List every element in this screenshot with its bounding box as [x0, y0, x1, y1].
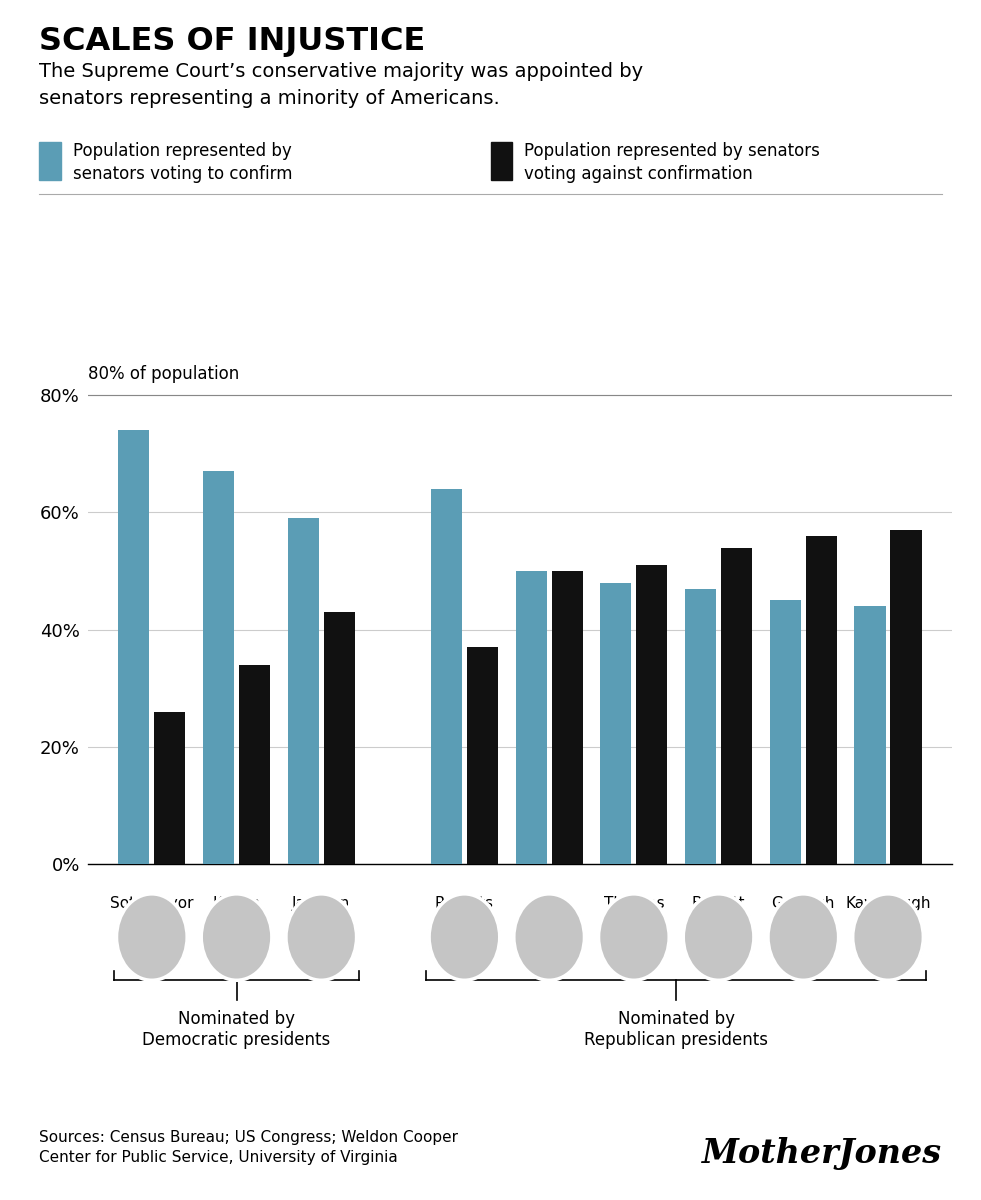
Text: Thomas: Thomas	[603, 896, 664, 911]
Text: 80% of population: 80% of population	[88, 366, 239, 384]
Bar	[685, 588, 716, 864]
Text: Jackson: Jackson	[292, 896, 350, 911]
Bar	[551, 571, 583, 864]
Text: Alito: Alito	[532, 896, 566, 911]
Bar	[431, 488, 462, 864]
Text: Nominated by
Democratic presidents: Nominated by Democratic presidents	[142, 1010, 331, 1049]
Bar	[721, 547, 752, 864]
Bar	[239, 665, 270, 864]
Text: Sources: Census Bureau; US Congress; Weldon Cooper
Center for Public Service, Un: Sources: Census Bureau; US Congress; Wel…	[39, 1130, 458, 1165]
Bar	[770, 600, 800, 864]
Bar	[637, 565, 667, 864]
Text: Kavanaugh: Kavanaugh	[846, 896, 931, 911]
Bar	[467, 647, 498, 864]
Text: Population represented by senators
voting against confirmation: Population represented by senators votin…	[524, 142, 820, 184]
Bar	[287, 518, 319, 864]
Text: Population represented by
senators voting to confirm: Population represented by senators votin…	[73, 142, 292, 184]
Bar	[324, 612, 355, 864]
Text: Barrett: Barrett	[692, 896, 746, 911]
Bar	[854, 606, 886, 864]
Bar	[154, 712, 185, 864]
Text: Roberts: Roberts	[435, 896, 493, 911]
Text: Gorsuch: Gorsuch	[772, 896, 835, 911]
Bar	[891, 530, 921, 864]
Text: Nominated by
Republican presidents: Nominated by Republican presidents	[585, 1010, 768, 1049]
Text: The Supreme Court’s conservative majority was appointed by
senators representing: The Supreme Court’s conservative majorit…	[39, 62, 644, 108]
Text: Sotomayor: Sotomayor	[110, 896, 193, 911]
Text: MotherJones: MotherJones	[701, 1138, 942, 1170]
Bar	[203, 472, 234, 864]
Bar	[516, 571, 546, 864]
Text: SCALES OF INJUSTICE: SCALES OF INJUSTICE	[39, 26, 426, 58]
Bar	[119, 431, 149, 864]
Bar	[600, 583, 632, 864]
Bar	[805, 536, 837, 864]
Text: Kagan: Kagan	[213, 896, 261, 911]
